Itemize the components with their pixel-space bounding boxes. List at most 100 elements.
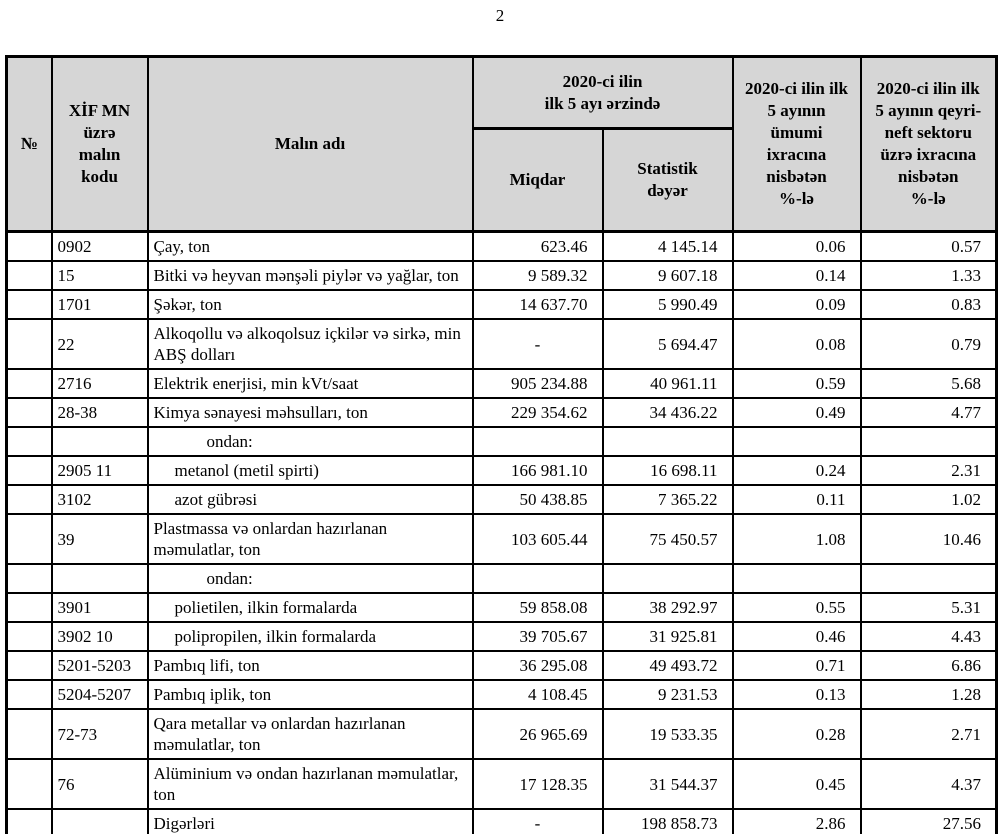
table-row: 22 Alkoqollu və alkoqolsuz içkilər və sir…	[5, 318, 998, 370]
header-row-top: № XİF MN üzrə malın kodu Malın adı 2020-…	[5, 55, 998, 233]
statistic-value-cell: 5 990.49	[601, 289, 734, 320]
quantity-cell: 59 858.08	[471, 592, 604, 623]
table-row: 0902 Çay, ton 623.46 4 145.14 0.06 0.57	[5, 230, 998, 262]
row-number-cell	[5, 679, 53, 710]
row-number-cell	[5, 513, 53, 565]
product-name-cell: ondan:	[146, 426, 474, 457]
row-number-cell	[5, 318, 53, 370]
quantity-cell: 4 108.45	[471, 679, 604, 710]
header-product-name: Malın adı	[146, 55, 474, 233]
table-row: ondan:	[5, 426, 998, 457]
share-nonoil-cell: 6.86	[859, 650, 998, 681]
quantity-cell: 26 965.69	[471, 708, 604, 760]
product-code-cell	[50, 808, 149, 834]
statistic-value-cell: 49 493.72	[601, 650, 734, 681]
header-statistic-value: Statistik dəyər	[601, 127, 734, 233]
product-code-cell: 1701	[50, 289, 149, 320]
statistic-value-cell: 198 858.73	[601, 808, 734, 834]
product-code-cell: 3102	[50, 484, 149, 515]
table-row: 15 Bitki və heyvan mənşəli piylər və yağl…	[5, 260, 998, 291]
row-number-cell	[5, 808, 53, 834]
product-name-cell: Digərləri	[146, 808, 474, 834]
header-share-nonoil-export: 2020-ci ilin ilk 5 ayının qeyri- neft se…	[859, 55, 998, 233]
product-code-cell: 2716	[50, 368, 149, 399]
share-total-cell: 0.08	[731, 318, 862, 370]
product-name-cell: Alüminium və ondan hazırlanan məmulatlar…	[146, 758, 474, 810]
share-total-cell: 0.28	[731, 708, 862, 760]
product-name-cell: Pambıq lifi, ton	[146, 650, 474, 681]
share-total-cell	[731, 426, 862, 457]
statistic-value-cell: 38 292.97	[601, 592, 734, 623]
product-code-cell: 2905 11	[50, 455, 149, 486]
quantity-cell: -	[471, 808, 604, 834]
share-total-cell: 0.49	[731, 397, 862, 428]
table-body: 0902 Çay, ton 623.46 4 145.14 0.06 0.57 15 Bitk…	[5, 230, 998, 834]
statistic-value-cell: 31 925.81	[601, 621, 734, 652]
share-nonoil-cell	[859, 563, 998, 594]
statistic-value-cell: 7 365.22	[601, 484, 734, 515]
share-total-cell: 1.08	[731, 513, 862, 565]
statistic-value-cell	[601, 426, 734, 457]
product-name-cell: Bitki və heyvan mənşəli piylər və yağlar…	[146, 260, 474, 291]
product-name-cell: Alkoqollu və alkoqolsuz içkilər və sirkə…	[146, 318, 474, 370]
statistic-value-cell: 5 694.47	[601, 318, 734, 370]
quantity-cell	[471, 563, 604, 594]
export-statistics-table: № XİF MN üzrə malın kodu Malın adı 2020-…	[5, 55, 999, 834]
share-total-cell: 0.09	[731, 289, 862, 320]
table-row: 72-73 Qara metallar və onlardan hazırlana…	[5, 708, 998, 760]
product-code-cell: 76	[50, 758, 149, 810]
share-nonoil-cell: 0.79	[859, 318, 998, 370]
row-number-cell	[5, 650, 53, 681]
table-header: № XİF MN üzrə malın kodu Malın adı 2020-…	[5, 55, 998, 233]
product-name-cell: ondan:	[146, 563, 474, 594]
statistic-value-cell: 40 961.11	[601, 368, 734, 399]
row-number-cell	[5, 397, 53, 428]
table-row: 2716 Elektrik enerjisi, min kVt/saat 905 2…	[5, 368, 998, 399]
share-nonoil-cell: 0.57	[859, 230, 998, 262]
product-name-cell: Elektrik enerjisi, min kVt/saat	[146, 368, 474, 399]
row-number-cell	[5, 758, 53, 810]
share-total-cell: 0.55	[731, 592, 862, 623]
table-row: 39 Plastmassa və onlardan hazırlanan məmu…	[5, 513, 998, 565]
product-name-cell: Kimya sənayesi məhsulları, ton	[146, 397, 474, 428]
product-code-cell: 3902 10	[50, 621, 149, 652]
table-row: 5204-5207 Pambıq iplik, ton 4 108.45 9 231.…	[5, 679, 998, 710]
share-total-cell: 0.59	[731, 368, 862, 399]
product-code-cell: 22	[50, 318, 149, 370]
share-total-cell: 0.06	[731, 230, 862, 262]
product-name-cell: polietilen, ilkin formalarda	[146, 592, 474, 623]
share-total-cell: 0.14	[731, 260, 862, 291]
statistic-value-cell: 16 698.11	[601, 455, 734, 486]
share-nonoil-cell: 1.33	[859, 260, 998, 291]
product-name-cell: Şəkər, ton	[146, 289, 474, 320]
table-row: 3902 10 polipropilen, ilkin formalarda 39 …	[5, 621, 998, 652]
quantity-cell: 103 605.44	[471, 513, 604, 565]
product-code-cell: 5204-5207	[50, 679, 149, 710]
share-nonoil-cell	[859, 426, 998, 457]
share-nonoil-cell: 0.83	[859, 289, 998, 320]
share-nonoil-cell: 4.43	[859, 621, 998, 652]
row-number-cell	[5, 484, 53, 515]
share-nonoil-cell: 10.46	[859, 513, 998, 565]
quantity-cell: 14 637.70	[471, 289, 604, 320]
row-number-cell	[5, 592, 53, 623]
quantity-cell: 36 295.08	[471, 650, 604, 681]
share-nonoil-cell: 5.68	[859, 368, 998, 399]
product-code-cell: 28-38	[50, 397, 149, 428]
row-number-cell	[5, 230, 53, 262]
share-nonoil-cell: 4.37	[859, 758, 998, 810]
quantity-cell: 229 354.62	[471, 397, 604, 428]
quantity-cell: 623.46	[471, 230, 604, 262]
product-name-cell: Pambıq iplik, ton	[146, 679, 474, 710]
product-name-cell: Plastmassa və onlardan hazırlanan məmula…	[146, 513, 474, 565]
product-name-cell: Çay, ton	[146, 230, 474, 262]
row-number-cell	[5, 455, 53, 486]
header-product-code: XİF MN üzrə malın kodu	[50, 55, 149, 233]
product-name-cell: Qara metallar və onlardan hazırlanan məm…	[146, 708, 474, 760]
quantity-cell: 166 981.10	[471, 455, 604, 486]
share-total-cell: 0.13	[731, 679, 862, 710]
share-total-cell: 0.46	[731, 621, 862, 652]
share-nonoil-cell: 1.28	[859, 679, 998, 710]
share-total-cell: 0.11	[731, 484, 862, 515]
